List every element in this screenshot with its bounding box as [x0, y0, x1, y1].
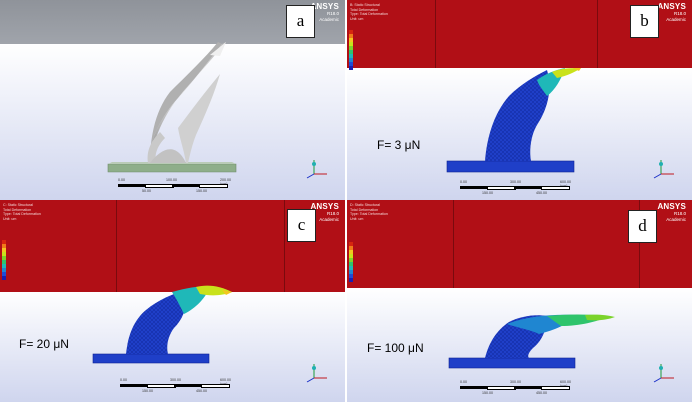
force-label: F= 20 μN [19, 337, 69, 351]
ansys-logo: ANSYS R18.0 Academic [310, 202, 339, 222]
force-label: F= 3 μN [377, 138, 421, 152]
axis-triad-icon [306, 160, 327, 179]
pillar-model-undeformed [107, 42, 237, 173]
panel-label-b: b [630, 5, 659, 38]
panel-b: B: Static Structural Total Deformation T… [347, 0, 692, 200]
ansys-logo: ANSYS R18.0 Academic [657, 202, 686, 222]
results-header-text: B: Static Structural Total Deformation T… [350, 3, 388, 21]
panel-a: ANSYS R18.0 Academic a 0.00 100.00 200.0… [0, 0, 345, 200]
pillar-model-deformed [92, 285, 232, 364]
contour-legend [349, 242, 353, 282]
results-header-text: C: Static Structural Total Deformation T… [3, 203, 41, 221]
contour-legend [2, 240, 6, 280]
force-label: F= 100 μN [367, 341, 424, 355]
panel-label-c: c [287, 209, 316, 242]
ansys-logo: ANSYS R18.0 Academic [657, 2, 686, 22]
contour-legend [349, 30, 353, 70]
viewport-background [0, 44, 345, 200]
axis-triad-icon [306, 364, 327, 383]
results-header-text: D: Static Structural Total Deformation T… [350, 203, 388, 221]
panel-label-a: a [286, 5, 315, 38]
axis-triad-icon [653, 160, 674, 179]
pillar-model-deformed [448, 314, 615, 369]
panel-c: C: Static Structural Total Deformation T… [0, 200, 345, 402]
panel-label-d: d [628, 210, 657, 243]
panel-d: D: Static Structural Total Deformation T… [347, 200, 692, 402]
axis-triad-icon [653, 364, 674, 383]
ansys-logo: ANSYS R18.0 Academic [310, 2, 339, 22]
pillar-model-deformed [446, 68, 581, 173]
